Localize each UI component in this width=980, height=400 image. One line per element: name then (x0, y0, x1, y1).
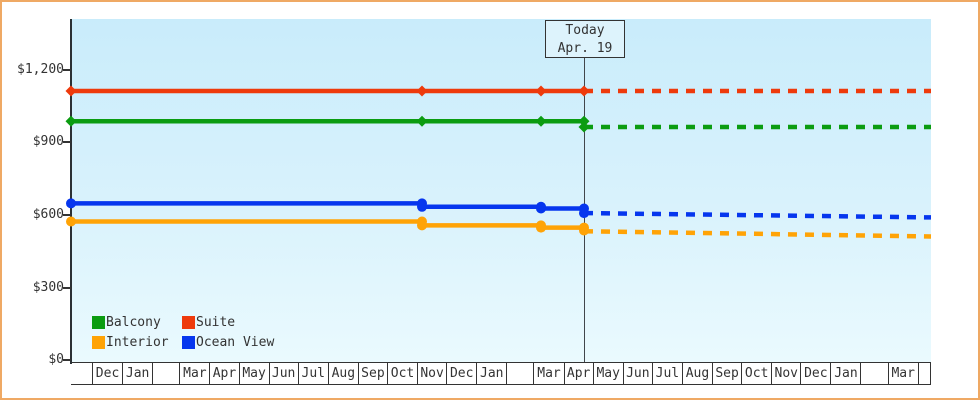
month-cell-dec: Dec (447, 363, 478, 384)
y-axis-tick-label: $300 (32, 279, 64, 295)
month-cell-sep: Sep (713, 363, 743, 384)
legend-item-ocean-view: Ocean View (182, 332, 274, 352)
today-label-line2: Apr. 19 (557, 41, 613, 56)
y-axis-tick-label: $1,200 (17, 61, 64, 77)
month-cell-oct: Oct (388, 363, 419, 384)
month-cell-blank (153, 363, 181, 384)
today-label-line1: Today (565, 23, 605, 38)
month-cell-blank (507, 363, 535, 384)
plot-background (72, 19, 931, 362)
month-cell-nov: Nov (772, 363, 802, 384)
y-axis-tick-mark (63, 68, 71, 71)
month-cell-may: May (594, 363, 624, 384)
month-cell-mar: Mar (889, 363, 919, 384)
today-label-box: Today Apr. 19 (545, 20, 625, 58)
month-cell-jun: Jun (624, 363, 653, 384)
legend-item-suite: Suite (182, 312, 274, 332)
month-cell-sep: Sep (359, 363, 388, 384)
month-cell-dec: Dec (93, 363, 124, 384)
month-cell-jul: Jul (653, 363, 683, 384)
month-cell-nov: Nov (418, 363, 448, 384)
x-axis-month-row: Dec Jan Mar Apr May Jun Jul Aug Sep Oct Nov Dec Jan M… (71, 362, 931, 385)
legend-label: Suite (196, 314, 236, 330)
month-cell-jan: Jan (477, 363, 508, 384)
month-cell-may: May (240, 363, 270, 384)
y-axis-tick-mark (63, 213, 71, 216)
legend-label: Interior (106, 334, 169, 350)
legend-item-balcony: Balcony (92, 312, 182, 332)
month-cell-mar: Mar (180, 363, 211, 384)
month-cell-mar: Mar (534, 363, 565, 384)
month-cell-jan: Jan (123, 363, 154, 384)
y-axis-tick-mark (63, 359, 71, 361)
suite-color-swatch (182, 315, 195, 329)
month-cell-blank (71, 363, 93, 384)
y-axis-tick-mark (63, 141, 71, 144)
y-axis-tick-mark (63, 286, 71, 289)
month-cell-jul: Jul (299, 363, 329, 384)
y-axis-tick-label: $600 (32, 206, 64, 222)
today-marker-line (584, 57, 585, 362)
month-cell-apr: Apr (210, 363, 240, 384)
chart-legend: Balcony Suite Interior Ocean View (92, 312, 274, 352)
legend-label: Ocean View (196, 334, 275, 350)
legend-item-interior: Interior (92, 332, 182, 352)
legend-label: Balcony (106, 314, 161, 330)
month-cell-jan: Jan (831, 363, 862, 384)
month-cell-jun: Jun (270, 363, 299, 384)
month-cell-apr: Apr (565, 363, 594, 384)
y-axis-tick-label: $0 (48, 352, 64, 367)
ocean-view-color-swatch (182, 335, 195, 349)
interior-color-swatch (92, 335, 105, 349)
month-cell-oct: Oct (742, 363, 773, 384)
month-cell-blank (919, 363, 931, 384)
y-axis-line (70, 19, 72, 364)
month-cell-aug: Aug (683, 363, 714, 384)
month-cell-aug: Aug (329, 363, 359, 384)
month-cell-blank (861, 363, 889, 384)
y-axis-tick-label: $900 (32, 134, 64, 150)
balcony-color-swatch (92, 315, 105, 329)
month-cell-dec: Dec (801, 363, 832, 384)
